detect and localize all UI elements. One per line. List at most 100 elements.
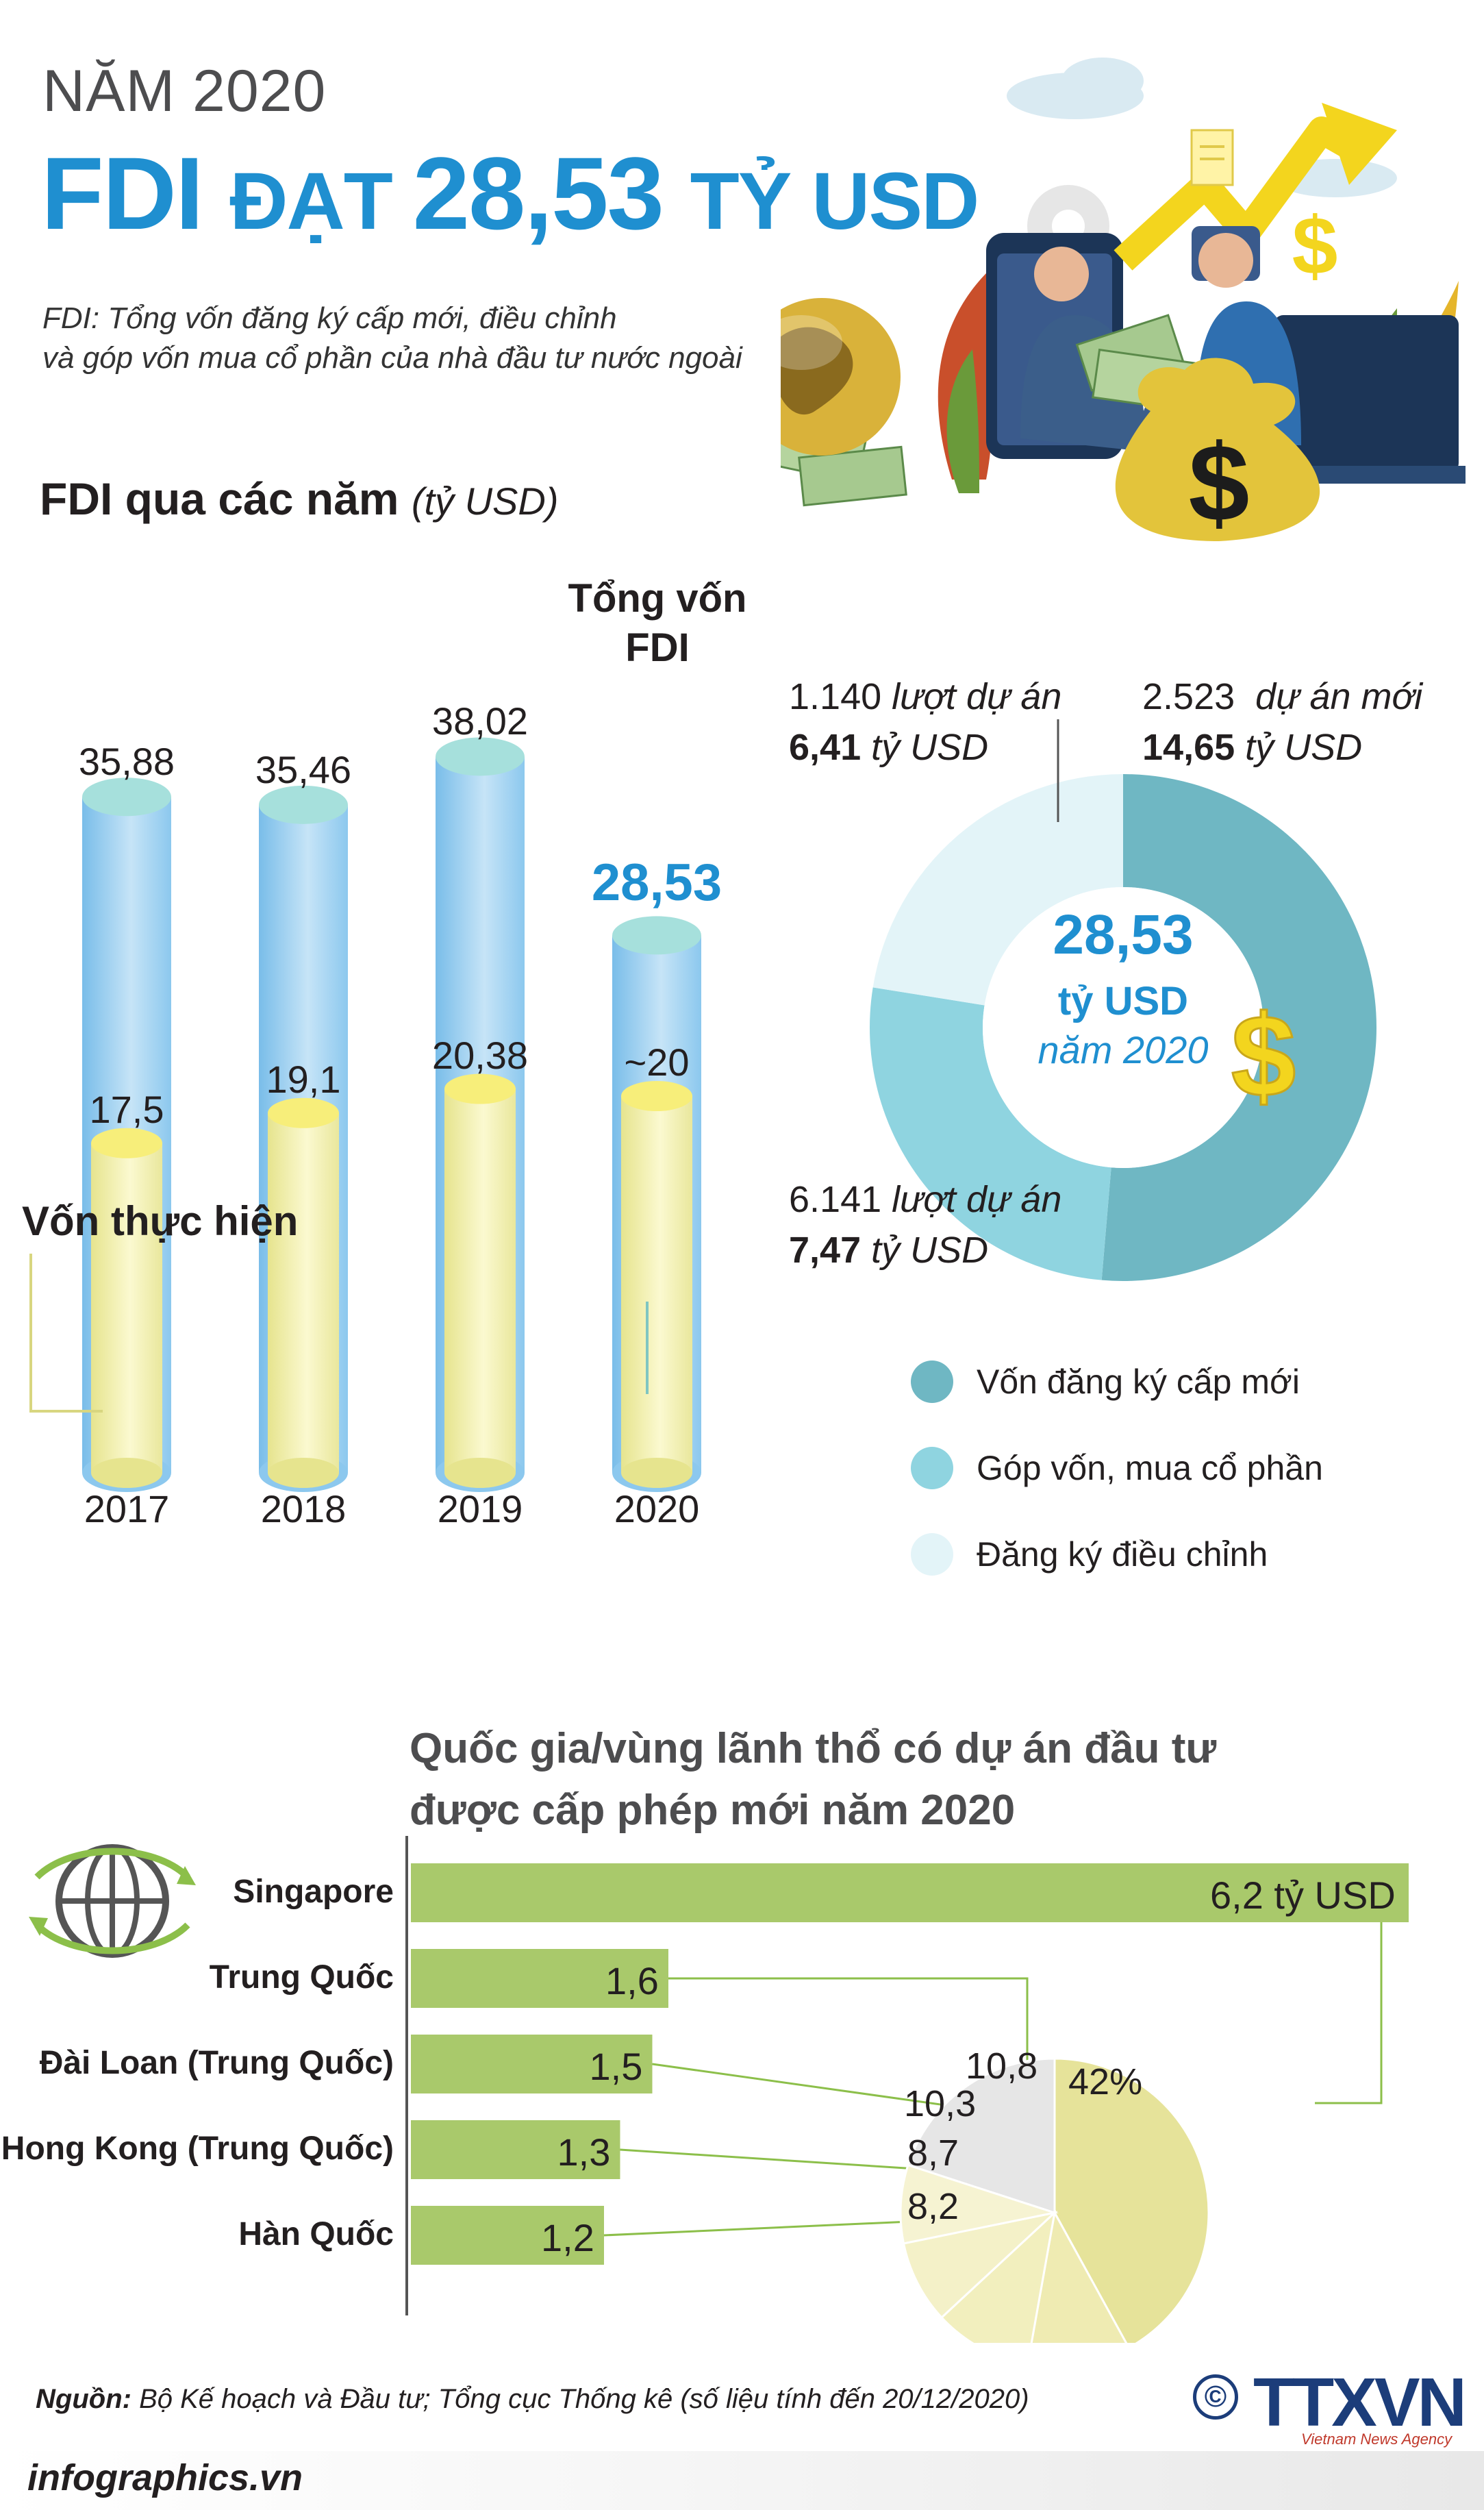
- legend-label-new: Vốn đăng ký cấp mới: [977, 1363, 1300, 1401]
- country-bar-3: [411, 2120, 620, 2179]
- country-value-2: 1,5: [589, 2045, 643, 2088]
- label-disbursed-2019: 20,38: [431, 1033, 529, 1077]
- headline-unit: TỶ USD: [690, 156, 980, 247]
- total-fdi-label: Tổng vốn FDI: [562, 574, 753, 673]
- svg-text:$: $: [1292, 200, 1338, 292]
- section2-title: Quốc gia/vùng lãnh thổ có dự án đầu tư đ…: [410, 1718, 1216, 1841]
- bar-disbursed-2020: [621, 1096, 692, 1473]
- label-disbursed-2018: 19,1: [266, 1057, 341, 1101]
- legend-swatch-capital: [911, 1447, 953, 1489]
- capital-projects-text: lượt dự án: [892, 1179, 1062, 1220]
- annotation-leader-line: [1057, 719, 1059, 822]
- capital-unit: tỷ USD: [871, 1230, 989, 1271]
- money-bag-icon: $: [1115, 358, 1320, 544]
- new-unit: tỷ USD: [1245, 727, 1363, 768]
- country-bar-4: [411, 2206, 604, 2265]
- section1-title-text: FDI qua các năm: [40, 473, 399, 524]
- label-total-2020: 28,53: [591, 854, 722, 912]
- annotation-new: 2.523 dự án mới 14,65 tỷ USD: [1142, 671, 1422, 773]
- headline-fdi: FDI: [41, 136, 230, 251]
- country-name-0: Singapore: [233, 1874, 394, 1910]
- dollar-icon: $: [1230, 993, 1297, 1117]
- donut-center-unit: tỷ USD: [1057, 979, 1189, 1023]
- adjust-projects: 1.140: [789, 676, 882, 717]
- new-value: 14,65: [1142, 727, 1235, 768]
- headline-value: 28,53: [412, 136, 690, 251]
- headline-dat: ĐẠT: [229, 156, 413, 247]
- year-label-2020: 2020: [614, 1487, 700, 1530]
- country-bar-2: [411, 2035, 653, 2093]
- bar-disbursed-base-2017: [91, 1458, 162, 1488]
- share-pie-label-1: 10,8: [966, 2046, 1038, 2087]
- ttxvn-logo: TTXVN: [1253, 2364, 1467, 2441]
- globe-icon: [781, 298, 901, 456]
- fdi-donut-chart: [870, 774, 1376, 1281]
- svg-text:$: $: [1231, 993, 1296, 1117]
- capital-projects: 6.141: [789, 1179, 882, 1220]
- year-label-2018: 2018: [260, 1487, 347, 1530]
- copyright-icon: ©: [1193, 2374, 1238, 2420]
- new-projects: 2.523: [1142, 676, 1235, 717]
- adjust-value: 6,41: [789, 727, 862, 768]
- legend-label-capital: Góp vốn, mua cổ phần: [977, 1449, 1323, 1487]
- section2-title-line1: Quốc gia/vùng lãnh thổ có dự án đầu tư: [410, 1725, 1217, 1772]
- legend-item-capital: Góp vốn, mua cổ phần: [911, 1447, 1323, 1489]
- donut-center-year: năm 2020: [1037, 1028, 1209, 1071]
- label-total-2018: 35,46: [255, 747, 352, 791]
- bar-disbursed-top-2019: [444, 1073, 516, 1104]
- section2-title-line2: được cấp phép mới năm 2020: [410, 1787, 1016, 1834]
- disbursed-label: Vốn thực hiện: [22, 1198, 299, 1244]
- share-pie-label-4: 8,2: [907, 2186, 959, 2227]
- year-label-2019: 2019: [437, 1487, 523, 1530]
- svg-text:$: $: [1189, 421, 1250, 544]
- total-fdi-label-1: Tổng vốn: [568, 576, 747, 621]
- country-leader-4: [603, 2218, 956, 2237]
- legend-item-new: Vốn đăng ký cấp mới: [911, 1360, 1300, 1403]
- bar-disbursed-2017: [91, 1143, 162, 1473]
- country-value-1: 1,6: [605, 1959, 659, 2002]
- share-pie-slice-1: [1030, 2209, 1128, 2343]
- share-pie-slice-2: [940, 2209, 1057, 2343]
- bar-disbursed-base-2018: [268, 1458, 339, 1488]
- donut-hole: [983, 887, 1263, 1168]
- country-name-4: Hàn Quốc: [238, 2216, 394, 2252]
- adjust-unit: tỷ USD: [871, 727, 989, 768]
- share-pie-slice-0: [1053, 2057, 1210, 2343]
- bar-disbursed-base-2019: [444, 1458, 516, 1488]
- share-pie-slice-4: [899, 2163, 1059, 2245]
- bar-disbursed-top-2018: [268, 1097, 339, 1128]
- donut-slice-2: [872, 774, 1123, 1006]
- donut-center-value: 28,53: [1053, 904, 1194, 966]
- share-pie-label-0: 42%: [1068, 2061, 1143, 2102]
- share-pie-label-2: 10,3: [904, 2083, 977, 2124]
- bar-disbursed-2018: [268, 1113, 339, 1473]
- bar-total-top-2018: [259, 785, 348, 824]
- legend-swatch-new: [911, 1360, 953, 1403]
- disbursed-leader-line: [29, 1254, 103, 1413]
- country-name-1: Trung Quốc: [209, 1959, 394, 1996]
- legend-label-adjust: Đăng ký điều chỉnh: [977, 1535, 1268, 1574]
- country-value-3: 1,3: [557, 2130, 611, 2174]
- bar-disbursed-top-2017: [91, 1128, 162, 1158]
- country-leader-2: [652, 2063, 980, 2111]
- footer-bar: [0, 2451, 1484, 2510]
- country-value-0: 6,2 tỷ USD: [1210, 1874, 1396, 1917]
- legend-item-adjust: Đăng ký điều chỉnh: [911, 1533, 1268, 1576]
- bar-disbursed-top-2020: [621, 1081, 692, 1111]
- business-illustration: $ $ $: [781, 58, 1466, 544]
- donut-slice-1: [870, 987, 1111, 1280]
- country-name-3: Hong Kong (Trung Quốc): [1, 2130, 394, 2167]
- bar-total-top-2017: [82, 778, 171, 817]
- bar-disbursed-base-2020: [621, 1458, 692, 1488]
- annotation-capital: 6.141 lượt dự án 7,47 tỷ USD: [789, 1174, 1061, 1276]
- source-text: Bộ Kế hoạch và Đầu tư; Tổng cục Thống kê…: [131, 2384, 1029, 2414]
- intro-line-2: và góp vốn mua cổ phần của nhà đầu tư nư…: [42, 341, 742, 375]
- fdi-cylinder-chart: [29, 737, 701, 1492]
- capital-value: 7,47: [789, 1230, 862, 1271]
- source-label: Nguồn:: [36, 2384, 131, 2414]
- country-value-4: 1,2: [541, 2216, 594, 2259]
- site-link[interactable]: infographics.vn: [27, 2457, 303, 2498]
- ttxvn-logo-subtitle: Vietnam News Agency: [1301, 2431, 1452, 2448]
- document-icon: [1190, 129, 1234, 186]
- source-note: Nguồn: Bộ Kế hoạch và Đầu tư; Tổng cục T…: [36, 2384, 1029, 2415]
